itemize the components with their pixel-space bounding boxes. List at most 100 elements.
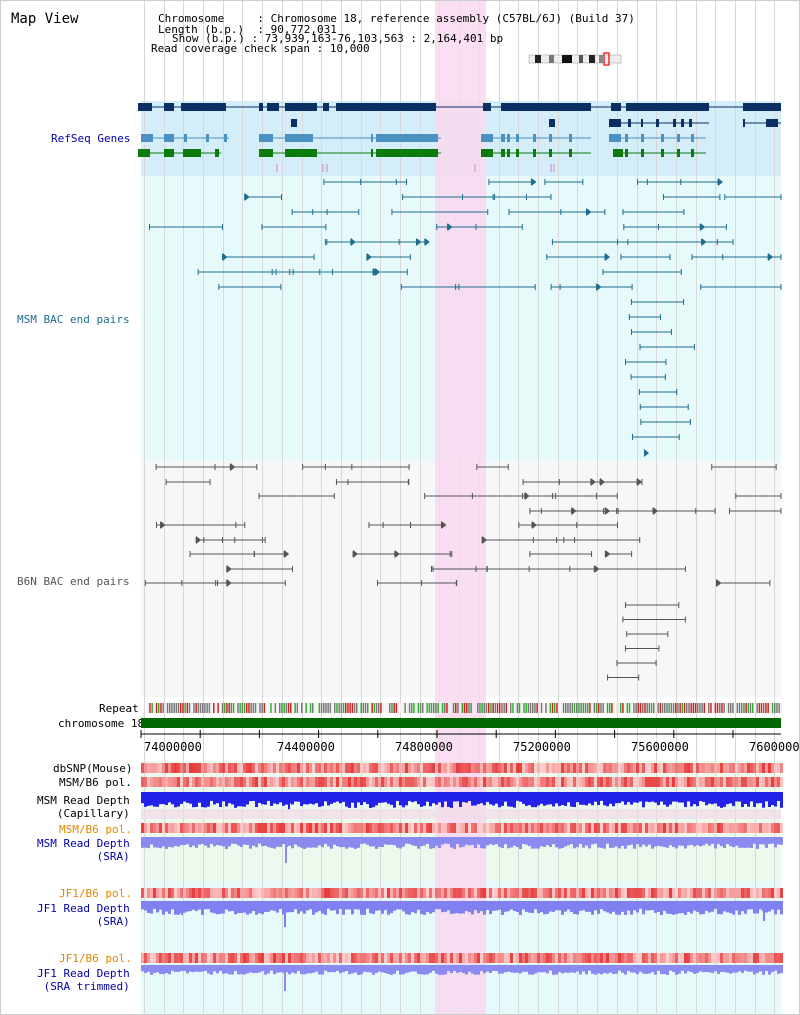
repeat-element — [252, 703, 255, 713]
track-label-msm-b6-pol-1[interactable]: MSM/B6 pol. — [59, 776, 132, 789]
dbsnp-cell — [258, 763, 261, 773]
jf1-b6-pol-cell — [180, 888, 183, 898]
jf1-depth-trimmed-bar — [222, 965, 225, 974]
jf1-b6-pol-cell — [480, 953, 483, 963]
track-label-refseq-genes[interactable]: RefSeq Genes — [51, 132, 131, 145]
repeat-element — [591, 703, 593, 713]
jf1-depth-sra-bar — [153, 901, 156, 909]
msm-b6-pol-cell — [717, 777, 720, 787]
msm-b6-pol-cell — [384, 823, 387, 833]
msm-depth-sra-bar — [297, 837, 300, 847]
msm-b6-pol-cell — [612, 823, 615, 833]
dbsnp-cell — [732, 763, 735, 773]
track-label-msm-depth-sra[interactable]: MSM Read Depth (SRA) — [37, 837, 130, 863]
repeat-element — [547, 703, 549, 713]
dbsnp-cell — [276, 763, 279, 773]
msm-b6-pol-cell — [480, 823, 483, 833]
track-label-msm-b6-pol-2[interactable]: MSM/B6 pol. — [59, 823, 132, 836]
repeat-element — [727, 703, 730, 713]
jf1-depth-trimmed-bar — [168, 965, 171, 975]
jf1-depth-trimmed-bar — [528, 965, 531, 975]
repeat-element — [672, 703, 675, 713]
track-label-chromosome[interactable]: chromosome 18 — [58, 717, 145, 730]
msm-b6-pol-cell — [543, 823, 546, 833]
repeat-element — [298, 703, 301, 713]
msm-b6-pol-cell — [687, 777, 690, 787]
msm-depth-sra-bar — [516, 837, 519, 848]
jf1-depth-sra-bar — [147, 901, 150, 913]
jf1-depth-sra-bar — [204, 901, 207, 910]
msm-depth-sra-bar — [558, 837, 561, 849]
dbsnp-cell — [345, 763, 348, 773]
jf1-b6-pol-cell — [465, 953, 468, 963]
repeat-element — [268, 703, 270, 713]
repeat-element — [703, 703, 706, 713]
msm-b6-pol-cell — [363, 823, 366, 833]
track-label-jf1-depth-trimmed[interactable]: JF1 Read Depth (SRA trimmed) — [37, 967, 130, 993]
jf1-b6-pol-cell — [729, 888, 732, 898]
jf1-depth-trimmed-bar — [438, 965, 441, 975]
jf1-depth-sra-bar — [627, 901, 630, 911]
jf1-b6-pol-cell — [402, 888, 405, 898]
msm-depth-sra-bar — [546, 837, 549, 846]
msm-b6-pol-cell — [453, 777, 456, 787]
msm-depth-capillary-bar — [732, 792, 735, 807]
jf1-depth-trimmed-bar — [147, 965, 150, 972]
msm-b6-pol-cell — [429, 823, 432, 833]
jf1-depth-trimmed-bar — [462, 965, 465, 974]
msm-b6-pol-cell — [534, 823, 537, 833]
msm-b6-pol-cell — [720, 777, 723, 787]
track-label-repeat[interactable]: Repeat — [99, 702, 139, 715]
msm-b6-pol-cell — [408, 823, 411, 833]
msm-depth-sra-bar — [540, 837, 543, 847]
dbsnp-cell — [591, 763, 594, 773]
jf1-depth-trimmed-bar — [264, 965, 267, 975]
msm-b6-pol-cell — [423, 823, 426, 833]
jf1-b6-pol-cell — [291, 953, 294, 963]
msm-b6-pol-cell — [198, 777, 201, 787]
gene-exon — [625, 134, 628, 142]
jf1-depth-trimmed-bar — [450, 965, 453, 974]
dbsnp-cell — [396, 763, 399, 773]
msm-b6-pol-cell — [474, 823, 477, 833]
msm-b6-pol-cell — [771, 823, 774, 833]
msm-b6-pol-cell — [648, 777, 651, 787]
jf1-b6-pol-cell — [648, 888, 651, 898]
repeat-element — [448, 703, 450, 713]
jf1-depth-sra-bar — [150, 901, 153, 914]
msm-b6-pol-cell — [693, 777, 696, 787]
jf1-b6-pol-cell — [762, 953, 765, 963]
jf1-b6-pol-cell — [774, 888, 777, 898]
jf1-b6-pol-cell — [171, 888, 174, 898]
msm-depth-sra-bar — [285, 837, 287, 863]
track-label-jf1-depth-sra[interactable]: JF1 Read Depth (SRA) — [37, 902, 130, 928]
jf1-depth-sra-bar — [465, 901, 468, 911]
msm-depth-sra-bar — [378, 837, 381, 847]
msm-b6-pol-cell — [336, 823, 339, 833]
dbsnp-cell — [309, 763, 312, 773]
jf1-b6-pol-cell — [711, 888, 714, 898]
dbsnp-cell — [141, 763, 144, 773]
jf1-b6-pol-cell — [705, 888, 708, 898]
grid-line — [203, 1, 204, 1014]
msm-b6-pol-cell — [471, 823, 474, 833]
jf1-depth-trimmed-bar — [339, 965, 342, 974]
dbsnp-cell — [495, 763, 498, 773]
msm-depth-sra-bar — [141, 837, 144, 848]
track-label-dbsnp[interactable]: dbSNP(Mouse) — [53, 762, 133, 775]
msm-b6-pol-cell — [738, 777, 741, 787]
track-label-jf1-b6-pol-2[interactable]: JF1/B6 pol. — [59, 952, 132, 965]
jf1-b6-pol-cell — [627, 953, 630, 963]
repeat-element — [734, 703, 736, 713]
track-label-b6n-bac[interactable]: B6N BAC end pairs — [17, 575, 130, 588]
jf1-b6-pol-cell — [231, 953, 234, 963]
track-label-msm-depth-capillary[interactable]: MSM Read Depth (Capillary) — [37, 794, 130, 820]
track-label-msm-bac[interactable]: MSM BAC end pairs — [17, 313, 130, 326]
jf1-b6-pol-cell — [513, 888, 516, 898]
dbsnp-cell — [162, 763, 165, 773]
jf1-depth-trimmed-bar — [780, 965, 783, 974]
jf1-b6-pol-cell — [420, 888, 423, 898]
track-label-jf1-b6-pol-1[interactable]: JF1/B6 pol. — [59, 887, 132, 900]
dbsnp-cell — [684, 763, 687, 773]
